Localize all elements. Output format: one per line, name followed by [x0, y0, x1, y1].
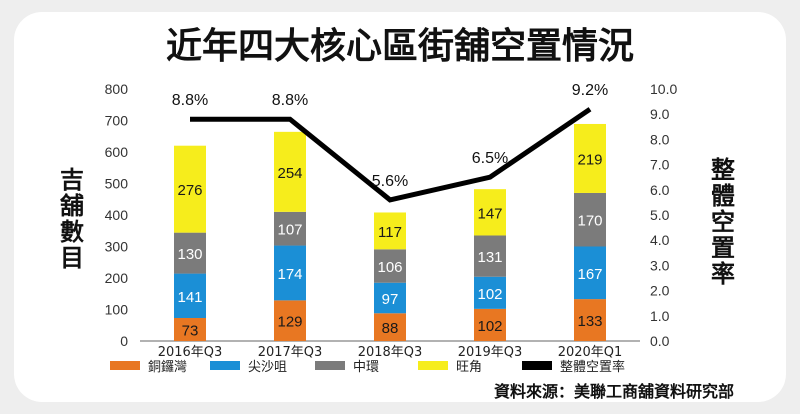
bar-causeway-bay-segment [374, 313, 406, 341]
bar-value-label: 97 [382, 291, 399, 308]
bar-value-label: 133 [577, 313, 602, 330]
bar-causeway-bay-segment [574, 299, 606, 341]
y-right-tick-label: 0.0 [650, 333, 670, 349]
bar-tsim-sha-tsui-segment [274, 245, 306, 301]
y-right-tick-label: 2.0 [650, 283, 670, 299]
bar-mong-kok-segment [274, 131, 306, 212]
legend-label: 尖沙咀 [248, 360, 287, 375]
bar-value-label: 106 [377, 259, 402, 276]
vacancy-rate-label: 6.5% [472, 150, 508, 167]
bar-value-label: 174 [277, 266, 302, 283]
y-right-axis-label: 整體空置率 [711, 156, 735, 288]
bar-value-label: 88 [382, 320, 399, 337]
x-tick-label: 2020年Q1 [558, 345, 623, 360]
source-note: 資料來源：美聯工商舖資料研究部 [494, 382, 734, 401]
y-left-tick-label: 0 [120, 333, 128, 349]
x-tick-label: 2016年Q3 [158, 345, 223, 360]
y-left-tick-label: 300 [105, 239, 129, 255]
bar-value-label: 73 [182, 323, 199, 340]
bar-tsim-sha-tsui-segment [474, 276, 506, 309]
y-right-tick-label: 9.0 [650, 106, 670, 122]
bar-central-segment [574, 192, 606, 247]
x-tick-label: 2019年Q3 [458, 345, 523, 360]
vacancy-rate-label: 8.8% [272, 92, 308, 109]
legend-label: 銅鑼灣 [148, 359, 187, 375]
bar-value-label: 102 [477, 318, 502, 335]
y-left-tick-label: 200 [105, 270, 129, 286]
bar-value-label: 167 [577, 266, 602, 283]
bar-value-label: 141 [177, 289, 202, 306]
bar-causeway-bay-segment [174, 318, 206, 341]
bar-value-label: 131 [477, 249, 502, 266]
bar-mong-kok-segment [474, 189, 506, 236]
y-left-tick-label: 700 [105, 113, 129, 129]
bar-value-label: 170 [577, 213, 602, 230]
vacancy-rate-line [190, 107, 592, 203]
bar-value-label: 219 [577, 151, 602, 168]
x-tick-label: 2017年Q3 [258, 345, 323, 360]
chart-title: 近年四大核心區街舖空置情況 [166, 25, 634, 67]
x-tick-label: 2018年Q3 [358, 345, 423, 360]
legend-swatch [210, 361, 240, 370]
y-left-axis-label: 吉舖數目 [60, 166, 84, 272]
bar-mong-kok-segment [174, 145, 206, 233]
bar-value-label: 117 [378, 224, 402, 241]
y-right-tick-label: 7.0 [650, 157, 670, 173]
bar-central-segment [174, 232, 206, 274]
y-left-tick-label: 500 [105, 176, 129, 192]
y-right-tick-label: 1.0 [650, 308, 670, 324]
legend-swatch [110, 361, 140, 370]
y-right-tick-label: 8.0 [650, 131, 670, 147]
vacancy-rate-label: 5.6% [372, 173, 408, 190]
bar-tsim-sha-tsui-segment [574, 246, 606, 300]
vacancy-rate-label: 9.2% [572, 82, 608, 99]
bar-value-label: 129 [277, 314, 302, 331]
vacancy-rate-label: 8.8% [172, 92, 208, 109]
y-right-tick-label: 5.0 [650, 207, 670, 223]
bar-value-label: 130 [177, 246, 202, 263]
bar-value-label: 102 [477, 286, 502, 303]
bar-central-segment [274, 211, 306, 246]
y-left-tick-label: 600 [105, 144, 129, 160]
bar-mong-kok-segment [374, 212, 406, 250]
legend-label: 整體空置率 [560, 359, 625, 375]
bar-tsim-sha-tsui-segment [174, 273, 206, 319]
bar-causeway-bay-segment [474, 308, 506, 341]
legend-swatch [315, 361, 345, 370]
y-left-tick-label: 400 [105, 207, 129, 223]
bar-central-segment [474, 235, 506, 277]
y-right-tick-label: 6.0 [650, 182, 670, 198]
legend-label: 旺角 [456, 360, 482, 375]
y-right-tick-label: 3.0 [650, 257, 670, 273]
legend-swatch [522, 361, 552, 370]
bar-mong-kok-segment [574, 123, 606, 193]
y-right-tick-label: 10.0 [650, 81, 677, 97]
bar-value-label: 276 [177, 182, 202, 199]
bar-value-label: 147 [477, 205, 502, 222]
y-right-tick-label: 4.0 [650, 232, 670, 248]
bar-causeway-bay-segment [274, 300, 306, 341]
legend-swatch [418, 361, 448, 370]
y-left-tick-label: 100 [105, 302, 129, 318]
legend-label: 中環 [353, 360, 379, 375]
bar-tsim-sha-tsui-segment [374, 282, 406, 314]
y-left-tick-label: 800 [105, 81, 129, 97]
bar-value-label: 107 [277, 222, 302, 239]
bar-central-segment [374, 249, 406, 283]
bar-value-label: 254 [277, 165, 302, 182]
